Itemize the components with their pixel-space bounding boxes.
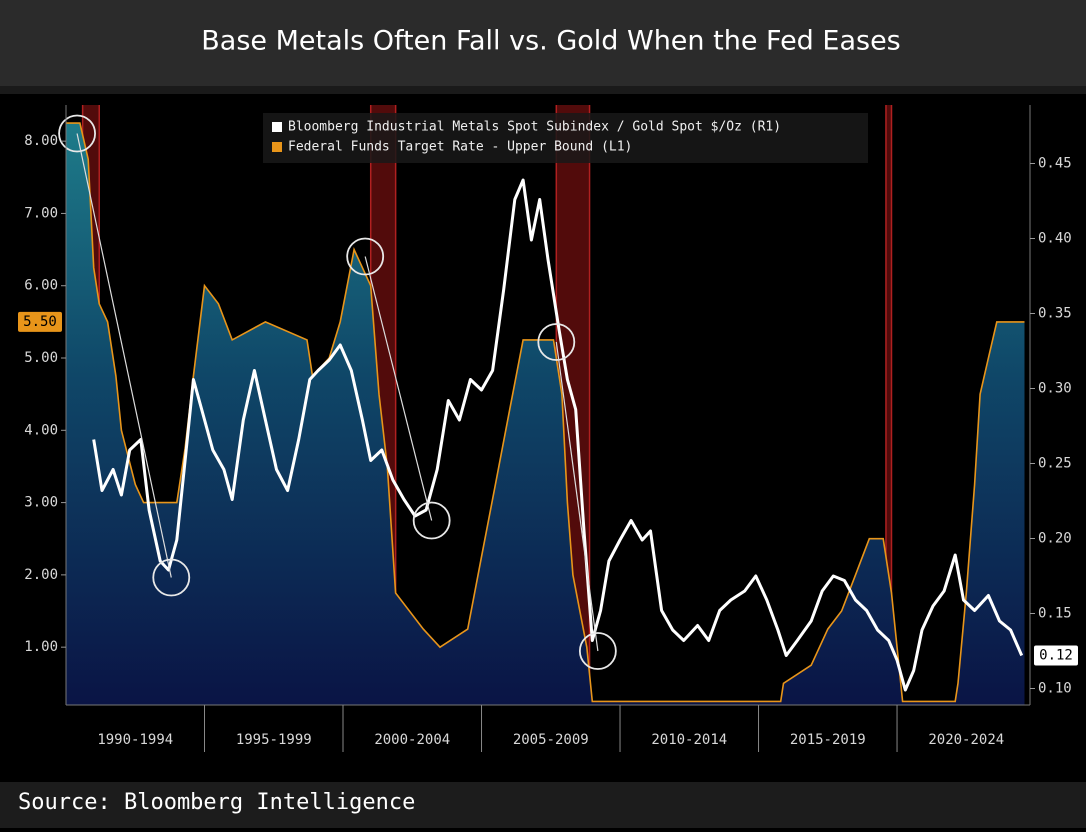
highlight-connector: [555, 341, 599, 652]
y2-tick-label: 0.45: [1038, 156, 1072, 172]
line: [92, 178, 1024, 692]
y2-tick-label: 0.40: [1038, 231, 1072, 247]
legend-label: Federal Funds Target Rate - Upper Bound …: [288, 140, 632, 155]
highlight-connector: [364, 256, 433, 521]
last-value-box: [18, 311, 62, 332]
x-tick-label: 2015-2019: [790, 732, 866, 748]
highlight-circle: [537, 323, 576, 361]
chart-title: Base Metals Often Fall vs. Gold When the…: [201, 26, 901, 57]
y2-tick-label: 0.25: [1038, 456, 1072, 472]
easing-band: [885, 105, 892, 705]
highlight-circle: [412, 501, 451, 540]
y2-tick-label: 0.20: [1038, 531, 1072, 547]
y2-tick-label: 0.35: [1038, 306, 1072, 322]
legend-label: Bloomberg Industrial Metals Spot Subinde…: [288, 120, 781, 135]
y-tick-label: 5.00: [24, 350, 58, 366]
legend-swatch: [272, 142, 282, 152]
legend-box: [263, 113, 868, 163]
header-gap: [0, 86, 1086, 94]
highlight-circle: [58, 114, 96, 153]
x-tick-label: 2010-2014: [651, 732, 727, 748]
y2-tick-label: 0.15: [1038, 606, 1072, 622]
y2-tick-label: 0.10: [1038, 681, 1072, 697]
y-tick-label: 1.00: [24, 639, 58, 655]
x-tick-label: 1995-1999: [236, 732, 312, 748]
last-value-box: [1034, 645, 1078, 666]
highlight-circle: [578, 632, 617, 670]
last-value-label: 5.50: [23, 314, 57, 330]
legend-swatch: [272, 122, 282, 132]
y-tick-label: 6.00: [24, 278, 58, 294]
x-tick-label: 1990-1994: [97, 732, 173, 748]
y-tick-label: 4.00: [24, 422, 58, 438]
footer: [0, 782, 1086, 828]
y-tick-label: 2.00: [24, 567, 58, 583]
highlight-connector: [76, 133, 172, 578]
x-tick-label: 2020-2024: [928, 732, 1004, 748]
x-tick-label: 2005-2009: [513, 732, 589, 748]
x-tick-label: 2000-2004: [374, 732, 450, 748]
source: Source: Bloomberg Intelligence: [18, 790, 415, 815]
y-tick-label: 3.00: [24, 495, 58, 511]
area: [66, 123, 1025, 706]
y2-tick-label: 0.30: [1038, 381, 1072, 397]
y-tick-label: 7.00: [24, 205, 58, 221]
last-value-label: 0.12: [1039, 648, 1073, 664]
area-line: [66, 122, 1025, 703]
header: [0, 0, 1086, 86]
y-tick-label: 8.00: [24, 133, 58, 149]
highlight-circle: [152, 558, 191, 597]
highlight-circle: [346, 237, 385, 276]
